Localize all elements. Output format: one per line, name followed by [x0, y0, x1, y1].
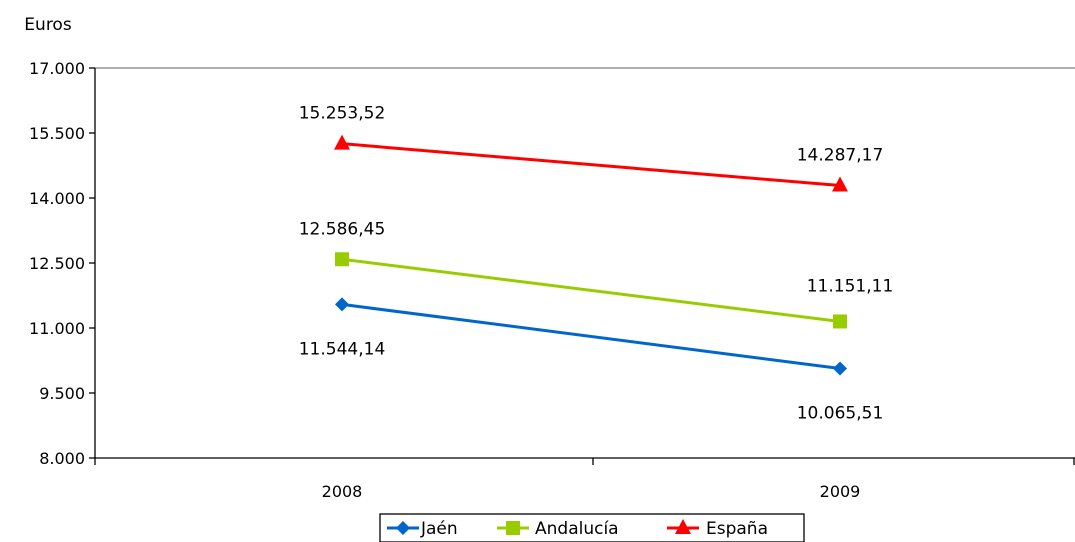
y-tick-label: 9.500: [39, 384, 85, 403]
y-tick-label: 11.000: [29, 319, 85, 338]
x-tick-label: 2009: [820, 482, 861, 501]
data-label: 15.253,52: [299, 104, 386, 124]
data-point: [335, 252, 349, 267]
data-label: 11.151,11: [807, 276, 894, 296]
y-tick-label: 14.000: [29, 189, 85, 208]
data-point: [335, 297, 349, 312]
series-line: [341, 302, 841, 370]
series-layer: 11.544,14 10.065,51 12.586,45 11.151,11 15.2…: [299, 104, 894, 424]
series-1: 12.586,45 11.151,11: [299, 219, 894, 329]
legend: Jaén Andalucía España: [379, 513, 805, 542]
x-axis: 2008 2009: [94, 458, 1075, 501]
series-2: 15.253,52 14.287,17: [299, 104, 884, 192]
y-tick-label: 17.000: [29, 59, 85, 78]
data-label: 12.586,45: [299, 219, 386, 239]
legend-box: [379, 513, 805, 542]
series-line: [341, 142, 841, 188]
legend-label: España: [706, 519, 768, 539]
legend-item-2: España: [667, 519, 768, 539]
legend-item-0: Jaén: [387, 519, 458, 539]
legend-label: Andalucía: [535, 519, 619, 539]
y-tick-label: 8.000: [39, 449, 85, 468]
series-line: [341, 257, 841, 323]
y-axis: 8.000 9.500 11.000 12.500 14.000 15.500 17.000: [29, 59, 95, 468]
data-point: [833, 314, 847, 329]
legend-marker: [675, 519, 691, 534]
plot-area: [94, 67, 1075, 459]
data-label: 10.065,51: [797, 403, 884, 423]
y-tick-label: 12.500: [29, 254, 85, 273]
x-tick-label: 2008: [322, 482, 363, 501]
data-label: 14.287,17: [797, 146, 884, 166]
data-label: 11.544,14: [299, 339, 386, 359]
data-point: [334, 134, 350, 150]
legend-label: Jaén: [420, 519, 458, 539]
y-tick-label: 15.500: [29, 124, 85, 143]
y-axis-label: Euros: [24, 15, 72, 35]
data-point: [832, 176, 848, 192]
series-0: 11.544,14 10.065,51: [299, 297, 884, 423]
legend-item-1: Andalucía: [497, 519, 619, 539]
legend-marker: [506, 521, 520, 535]
legend-marker: [396, 521, 410, 535]
data-point: [833, 361, 847, 376]
